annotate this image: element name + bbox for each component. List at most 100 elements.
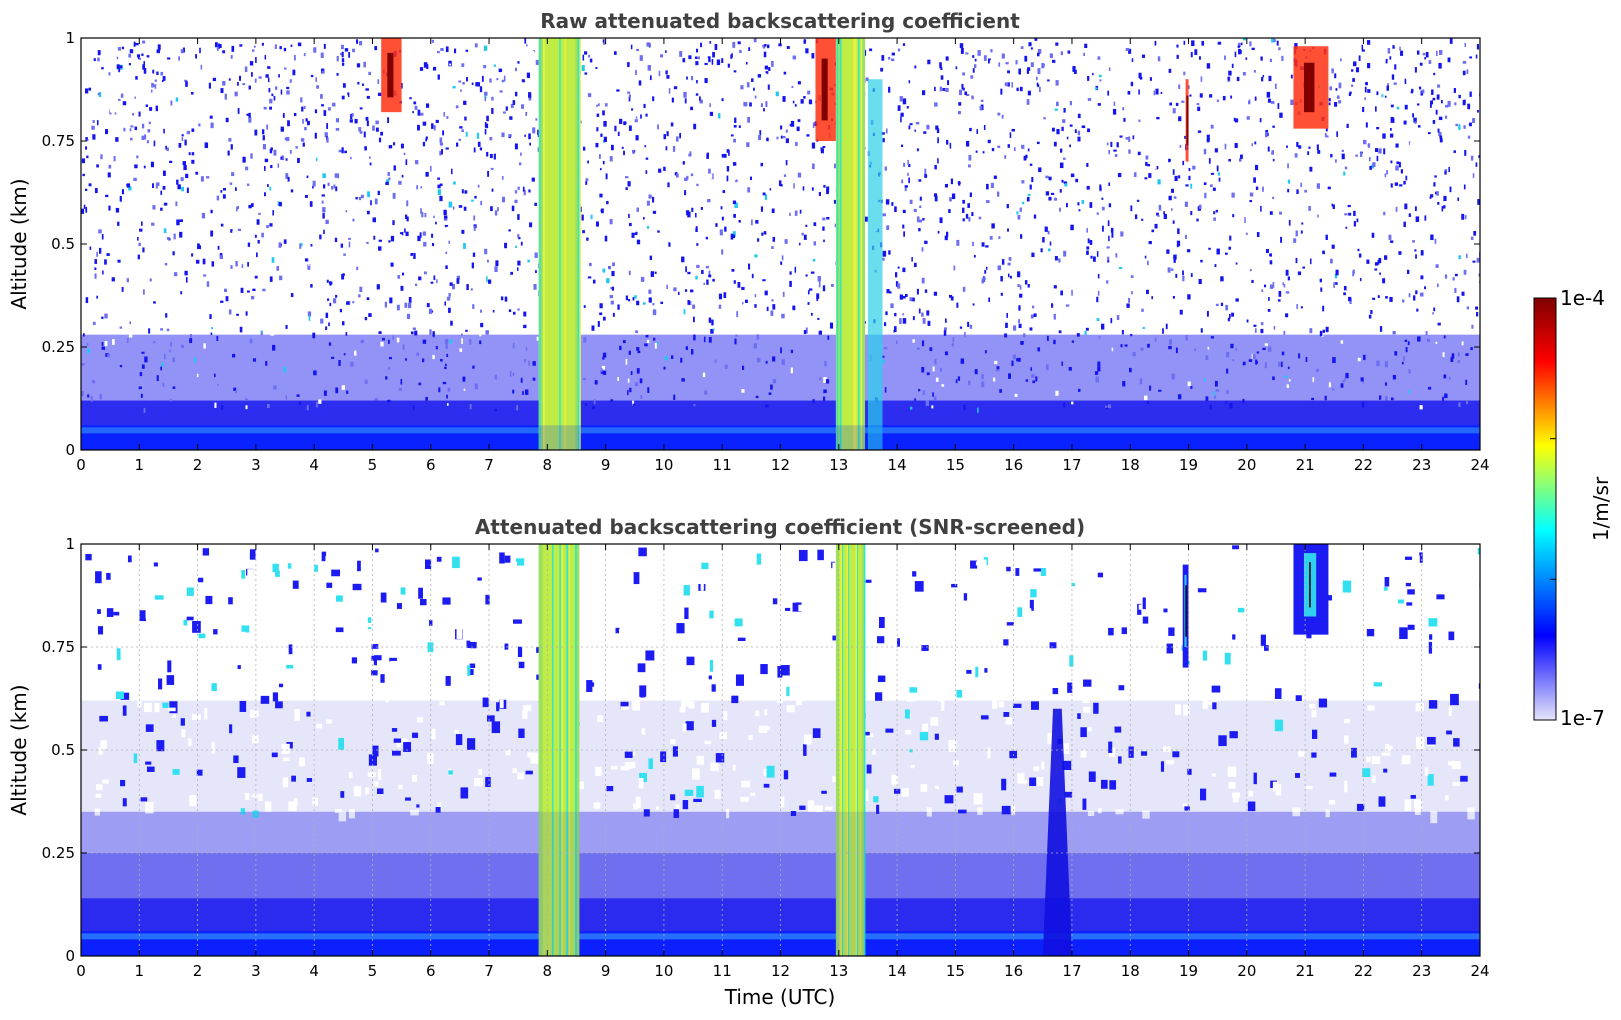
speckle xyxy=(435,221,437,225)
speckle xyxy=(367,622,374,628)
speckle xyxy=(260,695,270,704)
speckle xyxy=(1424,767,1429,776)
speckle xyxy=(534,270,537,273)
speckle xyxy=(282,113,285,118)
speckle xyxy=(1021,144,1025,149)
speckle xyxy=(526,44,528,47)
speckle xyxy=(1000,275,1003,282)
speckle xyxy=(916,288,919,295)
speckle xyxy=(489,153,493,159)
speckle xyxy=(1438,116,1443,121)
speckle xyxy=(375,120,379,125)
speckle xyxy=(252,734,259,744)
speckle xyxy=(1464,215,1467,220)
speckle xyxy=(921,340,925,347)
speckle xyxy=(983,124,986,130)
speckle xyxy=(446,403,449,406)
speckle xyxy=(333,283,336,288)
speckle xyxy=(143,165,146,169)
speckle xyxy=(937,158,939,164)
speckle xyxy=(514,67,517,72)
speckle xyxy=(227,150,230,156)
speckle xyxy=(991,223,995,229)
speckle xyxy=(1217,41,1222,45)
speckle xyxy=(528,95,532,101)
speckle xyxy=(88,137,91,140)
speckle xyxy=(433,215,435,218)
speckle xyxy=(1087,76,1090,81)
speckle xyxy=(628,96,631,102)
speckle xyxy=(732,41,736,48)
speckle xyxy=(184,79,188,82)
speckle xyxy=(907,172,909,176)
speckle xyxy=(1179,309,1183,315)
speckle xyxy=(982,151,985,154)
speckle xyxy=(751,219,753,226)
speckle xyxy=(1237,593,1245,603)
speckle xyxy=(778,180,782,186)
x-tick-label: 17 xyxy=(1062,456,1081,474)
speckle xyxy=(1249,192,1254,197)
speckle xyxy=(448,307,451,313)
speckle xyxy=(1030,47,1033,50)
speckle xyxy=(1456,296,1460,303)
speckle xyxy=(1345,226,1348,229)
speckle xyxy=(1456,643,1464,647)
speckle xyxy=(893,123,897,127)
speckle xyxy=(1465,353,1469,356)
speckle xyxy=(1331,203,1334,207)
speckle xyxy=(1032,380,1036,384)
speckle xyxy=(327,182,330,187)
speckle xyxy=(1450,163,1454,170)
speckle xyxy=(794,104,797,107)
speckle xyxy=(170,341,172,347)
speckle xyxy=(647,387,650,393)
speckle xyxy=(732,231,736,237)
speckle xyxy=(319,234,322,240)
speckle xyxy=(1067,50,1071,54)
speckle xyxy=(958,809,967,814)
speckle xyxy=(249,712,254,719)
speckle xyxy=(1240,50,1242,54)
speckle xyxy=(1106,651,1110,660)
speckle xyxy=(369,565,375,569)
speckle xyxy=(188,152,191,156)
speckle xyxy=(1107,260,1110,263)
speckle xyxy=(1234,143,1238,148)
speckle xyxy=(677,195,681,199)
speckle xyxy=(591,406,596,410)
speckle xyxy=(161,362,164,367)
speckle xyxy=(785,129,788,133)
speckle xyxy=(1280,236,1283,243)
speckle xyxy=(1141,218,1144,221)
speckle xyxy=(1165,323,1168,330)
speckle xyxy=(766,765,775,778)
speckle xyxy=(932,647,938,658)
speckle xyxy=(1324,132,1327,138)
speckle xyxy=(1300,182,1302,188)
speckle xyxy=(271,752,278,758)
speckle xyxy=(536,336,539,341)
speckle xyxy=(1096,318,1100,322)
speckle xyxy=(944,577,950,584)
speckle xyxy=(1154,40,1157,46)
speckle xyxy=(418,282,422,286)
speckle xyxy=(581,214,584,221)
speckle xyxy=(1037,68,1041,75)
speckle xyxy=(764,579,770,591)
speckle xyxy=(819,193,821,196)
speckle xyxy=(1206,310,1209,317)
speckle xyxy=(1328,98,1331,102)
speckle xyxy=(100,740,107,749)
speckle xyxy=(1097,572,1104,578)
speckle xyxy=(1372,162,1376,168)
speckle xyxy=(1015,231,1019,234)
speckle xyxy=(449,282,453,286)
speckle xyxy=(352,218,355,222)
speckle xyxy=(885,128,888,134)
speckle xyxy=(707,199,711,203)
speckle xyxy=(367,772,376,778)
speckle xyxy=(1353,197,1357,203)
speckle xyxy=(392,192,396,199)
speckle xyxy=(781,359,785,366)
